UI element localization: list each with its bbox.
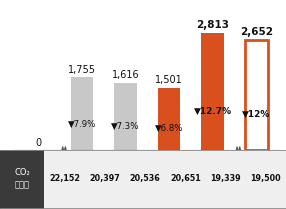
Bar: [71, 77, 93, 150]
Text: 22,152: 22,152: [49, 174, 80, 183]
Text: 2016: 2016: [70, 160, 93, 169]
Text: 0: 0: [35, 138, 41, 148]
Text: 20,536: 20,536: [130, 174, 160, 183]
Text: ▼7.3%: ▼7.3%: [111, 122, 140, 131]
Bar: [114, 83, 137, 150]
Bar: [0, 150, 44, 209]
Text: 2,813: 2,813: [196, 20, 229, 30]
Text: 2013: 2013: [27, 160, 50, 169]
Text: 2018: 2018: [158, 160, 180, 169]
Bar: [158, 88, 180, 150]
Text: 1,755: 1,755: [68, 65, 96, 75]
Text: 19,500: 19,500: [251, 174, 281, 183]
Text: ▼12.7%: ▼12.7%: [194, 107, 232, 116]
Text: 1,501: 1,501: [155, 75, 183, 85]
Text: 20,651: 20,651: [170, 174, 201, 183]
Text: ▼7.9%: ▼7.9%: [68, 120, 96, 129]
Text: 2019: 2019: [200, 160, 225, 169]
Text: CO₂
排出量: CO₂ 排出量: [14, 168, 30, 189]
Text: 目標: 目標: [251, 169, 262, 178]
Text: 2020: 2020: [244, 160, 269, 169]
Text: 20,397: 20,397: [89, 174, 120, 183]
Text: 1,616: 1,616: [112, 70, 139, 80]
Text: 19,339: 19,339: [210, 174, 241, 183]
Text: 2,652: 2,652: [240, 27, 273, 37]
Text: 2017: 2017: [114, 160, 137, 169]
Bar: [245, 40, 268, 150]
Bar: [201, 33, 224, 150]
Text: ▼6.8%: ▼6.8%: [155, 124, 183, 133]
Bar: [44, 150, 286, 209]
Text: ▼12%: ▼12%: [242, 109, 271, 118]
